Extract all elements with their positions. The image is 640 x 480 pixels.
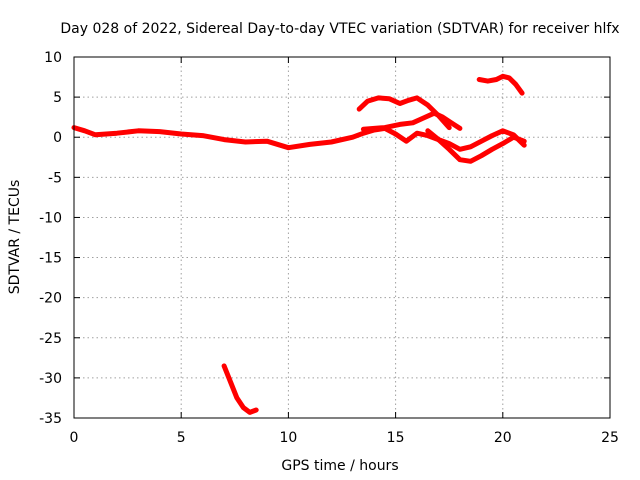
x-axis-label: GPS time / hours — [281, 458, 398, 474]
y-tick-label: 0 — [53, 130, 62, 146]
series-line-lower-loop — [425, 128, 527, 164]
y-tick-label: -5 — [48, 170, 62, 186]
y-tick-label: -15 — [39, 251, 62, 267]
x-tick-label: 20 — [494, 430, 512, 446]
series-line-upper-arc — [356, 95, 452, 131]
axis-ticks: 0 5 10 15 20 25 10 5 0 -5 -10 -15 -20 -25 -30 -35 — [39, 50, 619, 446]
series-line-evening-high — [476, 73, 525, 96]
series-line-dip — [221, 363, 259, 415]
y-tick-label: 5 — [53, 90, 62, 106]
y-axis-label: SDTVAR / TECUs — [7, 180, 23, 295]
x-tick-label: 5 — [177, 430, 186, 446]
x-tick-label: 0 — [70, 430, 79, 446]
plot-frame — [73, 56, 611, 419]
series-group — [71, 73, 527, 415]
grid — [74, 57, 610, 418]
y-tick-label: -20 — [39, 291, 62, 307]
y-tick-label: -30 — [39, 371, 62, 387]
y-tick-label: -35 — [39, 411, 62, 427]
x-tick-label: 15 — [387, 430, 405, 446]
series-line-mid-arc — [360, 110, 463, 132]
y-tick-label: -10 — [39, 210, 62, 226]
x-tick-label: 25 — [601, 430, 619, 446]
chart-title: Day 028 of 2022, Sidereal Day-to-day VTE… — [60, 21, 619, 37]
y-tick-label: 10 — [44, 50, 62, 66]
y-tick-label: -25 — [39, 331, 62, 347]
x-tick-label: 10 — [279, 430, 297, 446]
series-line-main — [71, 125, 527, 152]
